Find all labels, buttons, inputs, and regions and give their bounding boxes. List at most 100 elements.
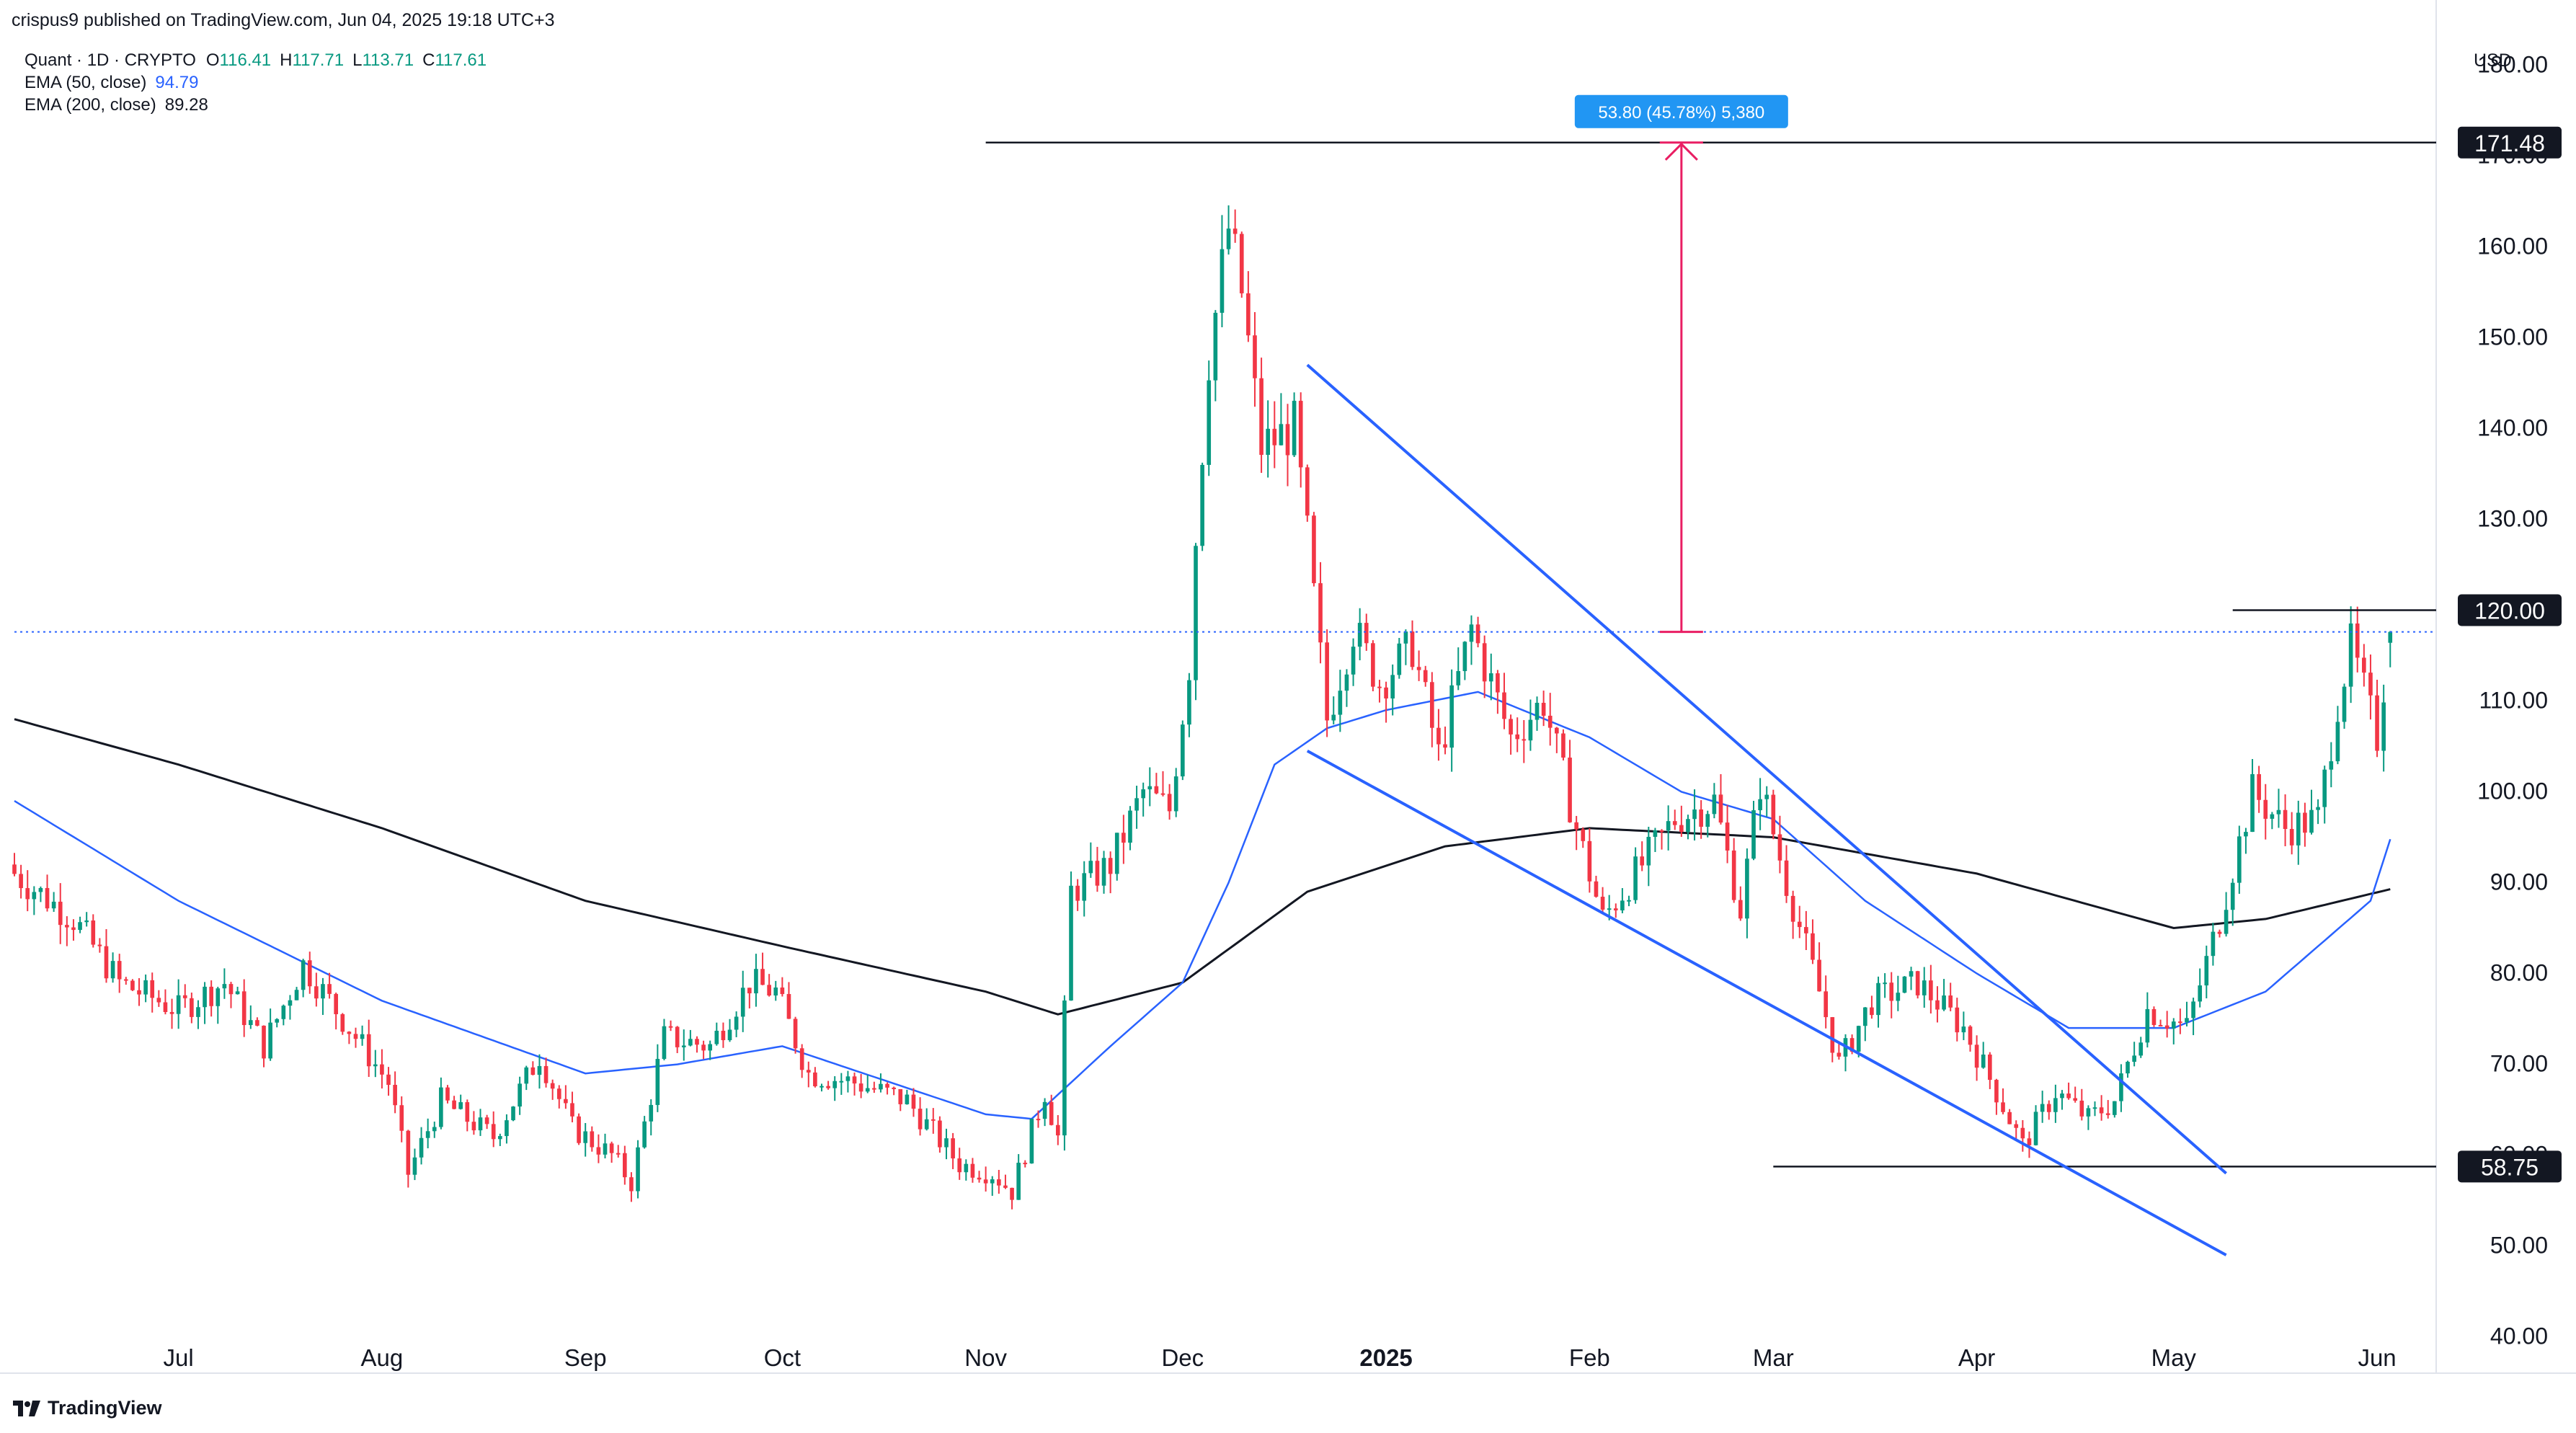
candle-body — [1482, 643, 1487, 682]
candle-body — [360, 1034, 365, 1039]
candle-body — [885, 1083, 889, 1088]
candle-body — [1384, 687, 1388, 698]
candle-body — [1298, 401, 1303, 468]
currency-label[interactable]: USD — [2474, 50, 2512, 71]
ema200-line — [14, 718, 2391, 1016]
candle-body — [2309, 809, 2314, 833]
candle-body — [445, 1087, 450, 1101]
candle-body — [1416, 667, 1421, 670]
candle-body — [1725, 822, 1730, 851]
candle-body — [1364, 623, 1369, 644]
candle-body — [688, 1039, 693, 1046]
candle-body — [1712, 794, 1717, 815]
candle-body — [1496, 673, 1500, 693]
candle-body — [2375, 695, 2379, 751]
candle-body — [1547, 715, 1553, 728]
candle-body — [1811, 933, 1815, 960]
candle-body — [1804, 927, 1808, 933]
candle-body — [123, 979, 128, 981]
candle-body — [1390, 675, 1395, 698]
candle-body — [1942, 995, 1946, 1010]
candle-body — [366, 1034, 371, 1067]
candle-body — [169, 1011, 174, 1014]
candle-body — [799, 1048, 804, 1070]
channel-upper-line[interactable] — [1306, 363, 2227, 1175]
candle-body — [924, 1119, 929, 1130]
candle-body — [1738, 900, 1743, 919]
candle-body — [1344, 674, 1349, 691]
candle-body — [1023, 1163, 1028, 1165]
legend-open-label: O — [205, 50, 220, 70]
candle-body — [1312, 515, 1316, 584]
candle-body — [1200, 464, 1204, 546]
candle-body — [327, 984, 332, 994]
candle-body — [1173, 776, 1178, 812]
candle-body — [2014, 1124, 2019, 1128]
x-tick-label: Dec — [1161, 1344, 1204, 1371]
candle-body — [983, 1179, 988, 1184]
candle-body — [84, 920, 89, 923]
candle-body — [255, 1020, 259, 1026]
resistance-high-tag — [2458, 126, 2562, 159]
candle-body — [1128, 810, 1132, 843]
candle-body — [1082, 873, 1087, 901]
y-tick-label: 140.00 — [2477, 414, 2548, 440]
candle-body — [25, 888, 30, 900]
candle-body — [373, 1064, 378, 1067]
candle-body — [1555, 727, 1559, 734]
x-tick-label: Oct — [764, 1344, 801, 1371]
candle-body — [623, 1153, 627, 1178]
candle-body — [1285, 424, 1290, 456]
candle-body — [2342, 686, 2347, 722]
candle-body — [2060, 1093, 2064, 1099]
candle-body — [1449, 685, 1454, 748]
candle-body — [931, 1119, 936, 1121]
tradingview-logo-icon — [13, 1400, 40, 1416]
legend-low-value: 113.71 — [362, 50, 414, 70]
candle-body — [708, 1044, 713, 1051]
candle-body — [1679, 825, 1684, 833]
candle-body — [1876, 982, 1880, 1016]
candle-body — [1849, 1038, 1855, 1052]
candle-body — [2217, 931, 2222, 934]
candle-body — [642, 1121, 647, 1148]
candle-body — [2250, 774, 2255, 833]
candle-body — [419, 1137, 424, 1158]
candle-body — [1836, 1052, 1842, 1057]
candle-body — [1226, 229, 1231, 249]
candle-body — [609, 1143, 614, 1153]
channel-lower-line[interactable] — [1306, 750, 2227, 1256]
candle-body — [721, 1030, 726, 1041]
candle-body — [1403, 631, 1408, 644]
candle-body — [2119, 1073, 2123, 1101]
y-tick-label: 130.00 — [2477, 505, 2548, 531]
candle-body — [1948, 995, 1953, 1008]
candle-body — [1653, 830, 1658, 837]
candle-body — [511, 1106, 515, 1121]
legend-ema50-row[interactable]: EMA (50, close) 94.79 — [25, 71, 495, 94]
measure-label-box — [1574, 94, 1788, 128]
candle-body — [1568, 758, 1572, 822]
candle-body — [2105, 1113, 2110, 1115]
candle-body — [38, 888, 43, 892]
candle-body — [2316, 807, 2320, 810]
candle-body — [1764, 794, 1769, 799]
candle-body — [858, 1083, 863, 1092]
legend-ema200-row[interactable]: EMA (200, close) 89.28 — [25, 94, 495, 116]
candle-body — [216, 988, 221, 1006]
legend-symbol[interactable]: Quant · 1D · CRYPTO — [25, 50, 196, 70]
candle-body — [2164, 1025, 2169, 1029]
candle-body — [813, 1072, 817, 1086]
candle-body — [1889, 982, 1894, 1001]
candle-body — [1909, 971, 1914, 977]
candle-body — [865, 1088, 870, 1092]
candle-body — [727, 1029, 732, 1041]
candle-body — [150, 980, 155, 998]
candle-body — [1318, 583, 1323, 643]
candle-body — [228, 984, 234, 995]
candle-body — [97, 944, 102, 946]
candle-body — [1430, 682, 1434, 728]
candle-body — [872, 1088, 876, 1090]
candle-body — [209, 986, 213, 1006]
